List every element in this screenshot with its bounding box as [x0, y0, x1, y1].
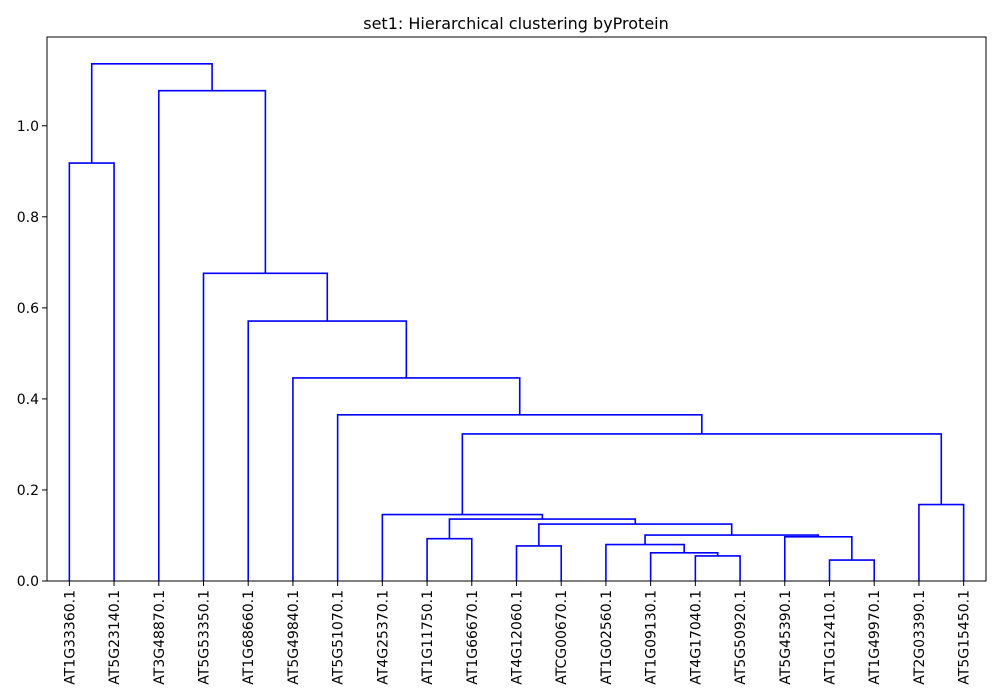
leaf-label: AT1G02560.1 [599, 590, 615, 685]
dendrogram-link-n20 [90, 63, 213, 164]
leaf-label: AT5G50920.1 [733, 590, 749, 685]
y-tick-label: 0.4 [17, 392, 39, 408]
dendrogram-link-n2 [649, 551, 719, 581]
y-tick-label: 0.6 [17, 301, 39, 317]
dendrogram-link-n19 [157, 89, 267, 581]
dendrogram-link-n11 [381, 513, 544, 581]
leaf-label: AT1G12410.1 [823, 590, 839, 685]
leaf-label: AT5G49840.1 [286, 590, 302, 685]
leaf-label: AT5G51070.1 [331, 590, 347, 685]
leaf-label: AT5G53350.1 [197, 590, 213, 685]
leaf-label: AT1G68660.1 [241, 590, 257, 685]
plot-frame [46, 36, 987, 582]
dendrogram-link-n9 [426, 537, 473, 581]
dendrogram-link-n7 [515, 545, 563, 581]
leaf-label: AT4G25370.1 [375, 590, 391, 685]
dendrogram-link-n15 [292, 377, 521, 581]
leaf-label: AT1G09130.1 [644, 590, 660, 685]
leaf-label: AT5G15450.1 [957, 590, 973, 685]
dendrogram-link-n4 [828, 559, 876, 581]
dendrogram-link-n18 [68, 162, 115, 581]
leaf-label: AT1G49970.1 [867, 590, 883, 685]
leaf-label: AT5G45390.1 [778, 590, 794, 685]
dendrogram-link-n16 [247, 320, 408, 581]
leaf-label: AT4G12060.1 [510, 590, 526, 685]
dendrogram-link-n6 [644, 534, 820, 545]
leaf-label: AT1G66670.1 [465, 590, 481, 685]
dendrogram-links [68, 63, 965, 581]
dendrogram-link-n17 [202, 272, 329, 581]
dendrogram-link-n10 [448, 518, 637, 539]
y-axis: 0.0 0.2 0.4 0.6 0.8 1.0 [17, 119, 47, 590]
y-tick-label: 1.0 [17, 119, 39, 135]
y-tick-label: 0.8 [17, 210, 39, 226]
leaf-label: AT2G03390.1 [912, 590, 928, 685]
x-axis: AT1G33360.1 AT5G23140.1 AT3G48870.1 AT5G533… [62, 581, 973, 685]
leaf-label: AT1G11750.1 [420, 590, 436, 685]
dendrogram-link-n1 [694, 555, 741, 581]
leaf-label: AT4G17040.1 [688, 590, 704, 685]
leaf-label: ATCG00670.1 [554, 590, 570, 685]
y-tick-label: 0.0 [17, 574, 39, 590]
leaf-label: AT3G48870.1 [152, 590, 168, 685]
dendrogram-link-n14 [336, 414, 703, 581]
y-tick-label: 0.2 [17, 483, 39, 499]
dendrogram-link-n5 [783, 536, 853, 581]
dendrogram-link-n3 [605, 543, 685, 581]
dendrogram-link-n12 [918, 503, 965, 581]
dendrogram-link-n13 [461, 433, 943, 515]
leaf-label: AT1G33360.1 [62, 590, 78, 685]
leaf-label: AT5G23140.1 [107, 590, 123, 685]
chart-title: set1: Hierarchical clustering byProtein [363, 14, 669, 33]
